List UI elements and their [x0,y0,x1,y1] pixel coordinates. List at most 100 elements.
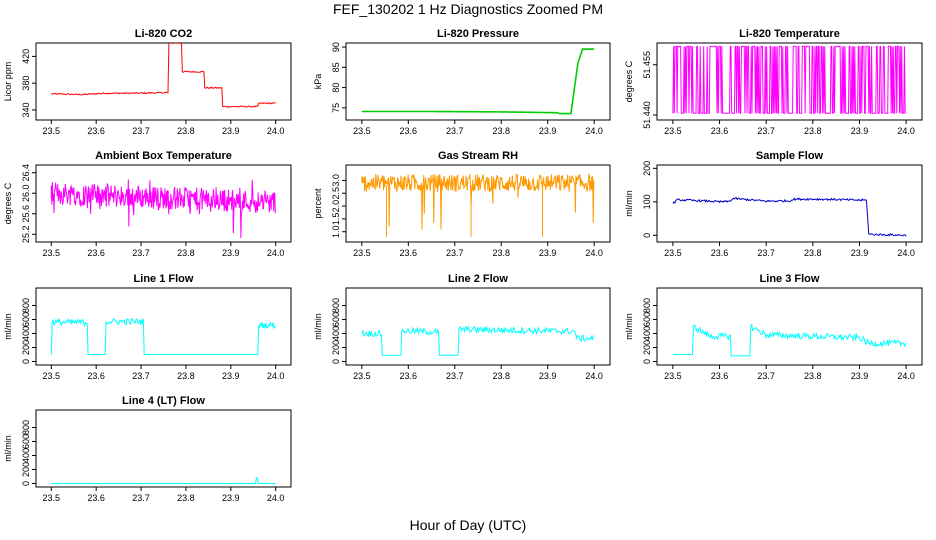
y-tick-label: 600 [21,312,31,327]
x-tick-label: 23.7 [446,371,464,381]
data-series-line [51,43,276,108]
y-tick-label: 51.440 [642,101,652,129]
x-tick-label: 24.0 [585,248,603,258]
x-tick-label: 23.9 [851,248,869,258]
y-axis-label: ml/min [313,313,323,340]
y-tick-label: 51.455 [642,51,652,79]
plot-frame [345,164,611,243]
y-tick-label: 100 [642,194,652,209]
x-tick-label: 23.7 [132,371,150,381]
x-tick-label: 23.5 [353,126,371,136]
x-tick-label: 23.7 [132,248,150,258]
panel-title: Sample Flow [756,150,824,162]
y-tick-label: 400 [642,326,652,341]
x-tick-label: 23.8 [177,248,195,258]
x-tick-label: 23.8 [492,248,510,258]
x-tick-label: 23.8 [177,371,195,381]
x-tick-label: 23.9 [222,371,240,381]
data-series-line [50,179,276,239]
panel-title: Li-820 Pressure [437,28,519,40]
y-tick-label: 75 [331,103,341,113]
y-tick-label: 0 [21,359,31,364]
x-tick-label: 23.7 [132,126,150,136]
data-series-line [361,48,595,115]
x-tick-label: 24.0 [585,126,603,136]
x-tick-label: 23.7 [132,493,150,503]
y-tick-label: 90 [331,42,341,52]
y-tick-label: 1.0 [331,225,341,238]
y-tick-label: 2.5 [331,187,341,200]
x-tick-label: 23.9 [222,126,240,136]
y-axis-label: ml/min [624,190,634,217]
x-tick-label: 23.5 [43,493,61,503]
y-tick-label: 0 [642,359,652,364]
y-axis-label: percent [313,188,323,219]
y-tick-label: 200 [642,161,652,176]
x-tick-label: 23.9 [222,493,240,503]
panel-title: Gas Stream RH [438,150,518,162]
x-tick-label: 23.5 [43,248,61,258]
y-tick-label: 600 [642,312,652,327]
y-tick-label: 85 [331,62,341,72]
plot-frame [345,42,611,121]
figure-xlabel: Hour of Day (UTC) [409,517,527,533]
x-tick-label: 23.6 [400,126,418,136]
panel-title: Line 1 Flow [134,273,194,285]
panel-title: Line 4 (LT) Flow [122,395,205,407]
y-tick-label: 3.0 [331,174,341,187]
y-axis-label: kPa [313,74,323,90]
data-series-line [361,324,595,356]
data-series-line [672,323,907,357]
y-tick-label: 25.6 [21,205,31,223]
y-axis-label: degrees C [624,60,634,102]
y-tick-label: 2.0 [331,200,341,213]
data-series-line [672,45,906,114]
panel-4: Ambient Box Temperature 23.5 23.6 23.7 23.8 2… [3,150,292,258]
y-tick-label: 25.2 [21,226,31,244]
y-tick-label: 26.4 [21,164,31,182]
x-tick-label: 23.6 [400,371,418,381]
data-series-line [361,173,595,237]
y-tick-label: 0 [642,233,652,238]
panel-2: Li-820 Pressure 23.5 23.6 23.7 23.8 23.9 24.0 7… [313,28,611,136]
plot-frame [35,42,292,121]
y-tick-label: 400 [21,448,31,463]
y-tick-label: 800 [21,420,31,435]
plot-frame [35,409,292,488]
data-series-line [51,477,276,484]
x-tick-label: 23.5 [43,126,61,136]
x-tick-label: 23.8 [804,126,822,136]
plot-frame [656,42,923,121]
panel-5: Gas Stream RH 23.5 23.6 23.7 23.8 23.9 24.0 1.0… [313,150,611,258]
y-tick-label: 0 [331,359,341,364]
y-tick-label: 800 [331,298,341,313]
y-tick-label: 1.5 [331,213,341,226]
x-tick-label: 23.6 [400,248,418,258]
x-tick-label: 23.9 [539,371,557,381]
y-tick-label: 400 [21,326,31,341]
x-tick-label: 24.0 [267,493,285,503]
y-tick-label: 400 [331,326,341,341]
x-tick-label: 24.0 [267,248,285,258]
panel-9: Line 3 Flow 23.5 23.6 23.7 23.8 23.9 24.0 0 2004… [624,273,923,381]
panel-title: Li-820 Temperature [739,28,840,40]
x-tick-label: 23.9 [851,126,869,136]
x-tick-label: 24.0 [267,126,285,136]
y-tick-label: 200 [331,340,341,355]
y-tick-label: 340 [21,102,31,117]
y-axis-label: ml/min [3,313,13,340]
y-axis-label: ml/min [624,313,634,340]
x-tick-label: 24.0 [897,371,915,381]
y-tick-label: 0 [21,481,31,486]
x-tick-label: 23.8 [492,371,510,381]
panel-title: Ambient Box Temperature [95,150,232,162]
x-tick-label: 24.0 [897,126,915,136]
x-tick-label: 23.8 [492,126,510,136]
panel-3: Li-820 Temperature 23.5 23.6 23.7 23.8 23.9 24… [624,28,923,136]
panel-title: Li-820 CO2 [135,28,192,40]
x-tick-label: 23.8 [804,371,822,381]
x-tick-label: 23.6 [87,126,105,136]
x-tick-label: 23.7 [757,126,775,136]
x-tick-label: 23.8 [177,126,195,136]
y-tick-label: 26.0 [21,184,31,202]
